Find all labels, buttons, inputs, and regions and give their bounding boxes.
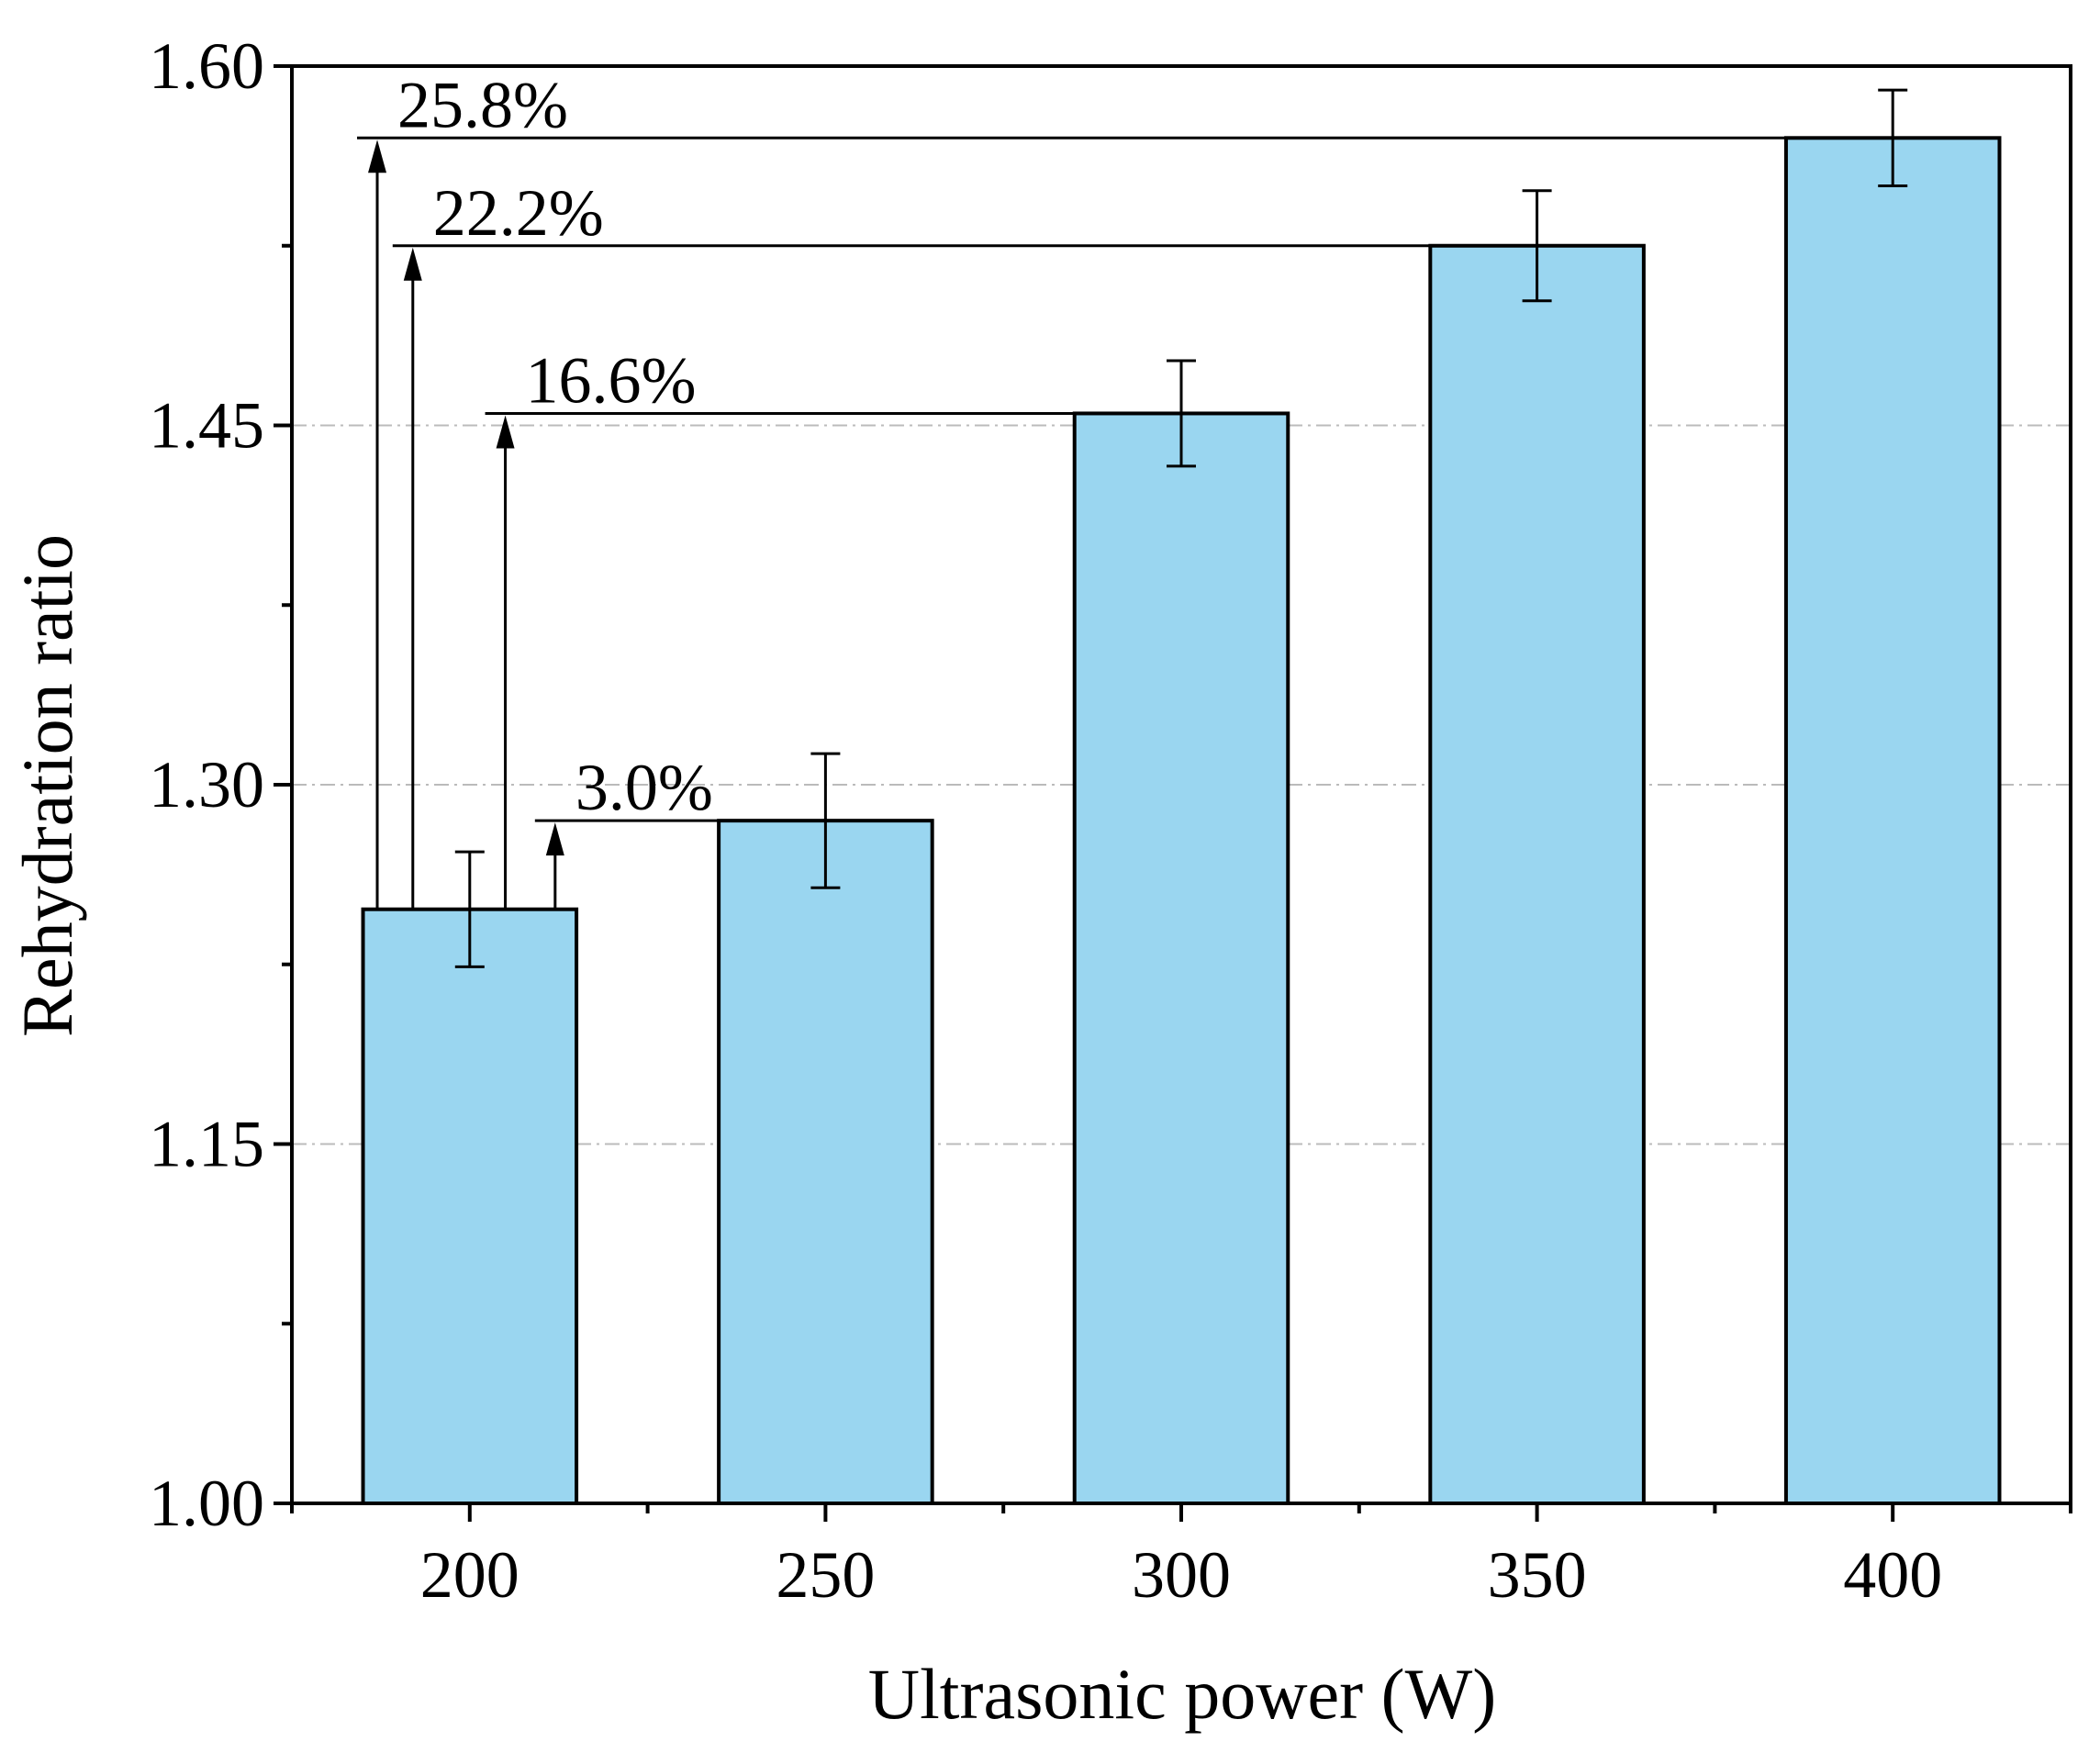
x-tick-label-3: 350: [1488, 1538, 1587, 1612]
annotation-label-1: 16.6%: [526, 343, 697, 417]
annotation-label-0: 3.0%: [575, 751, 713, 824]
annotation-arrowhead-0: [545, 822, 564, 856]
annotation-label-3: 25.8%: [397, 68, 568, 141]
y-tick-label-0: 1.00: [149, 1467, 264, 1540]
annotation-label-2: 22.2%: [433, 176, 604, 250]
y-tick-label-2: 1.30: [149, 748, 264, 821]
annotation-arrowhead-1: [496, 415, 515, 449]
y-tick-label-3: 1.45: [149, 389, 264, 463]
y-tick-label-1: 1.15: [149, 1108, 264, 1181]
annotations-group: 3.0% 16.6% 22.2% 25.8%: [357, 68, 1786, 910]
bars-group: [361, 136, 2002, 1506]
bar-400: [1783, 136, 2002, 1505]
x-tick-label-2: 300: [1132, 1538, 1231, 1612]
axes-group: 1.00 1.15 1.30 1.45 1.60 200 250 300 350 400: [149, 29, 2072, 1612]
annotation-arrowhead-3: [368, 140, 387, 173]
x-tick-label-1: 250: [776, 1538, 875, 1612]
error-bars-group: [454, 88, 1908, 968]
bar-300: [1072, 411, 1290, 1506]
x-axis-title: Ultrasonic power (W): [868, 1654, 1496, 1734]
y-tick-label-4: 1.60: [149, 29, 264, 103]
x-tick-label-0: 200: [420, 1538, 519, 1612]
bar-350: [1428, 243, 1646, 1505]
annotation-arrowhead-2: [403, 247, 422, 281]
x-tick-label-4: 400: [1843, 1538, 1942, 1612]
y-axis-title: Rehydration ratio: [7, 534, 87, 1037]
bar-250: [717, 819, 934, 1505]
bar-200: [361, 907, 579, 1505]
